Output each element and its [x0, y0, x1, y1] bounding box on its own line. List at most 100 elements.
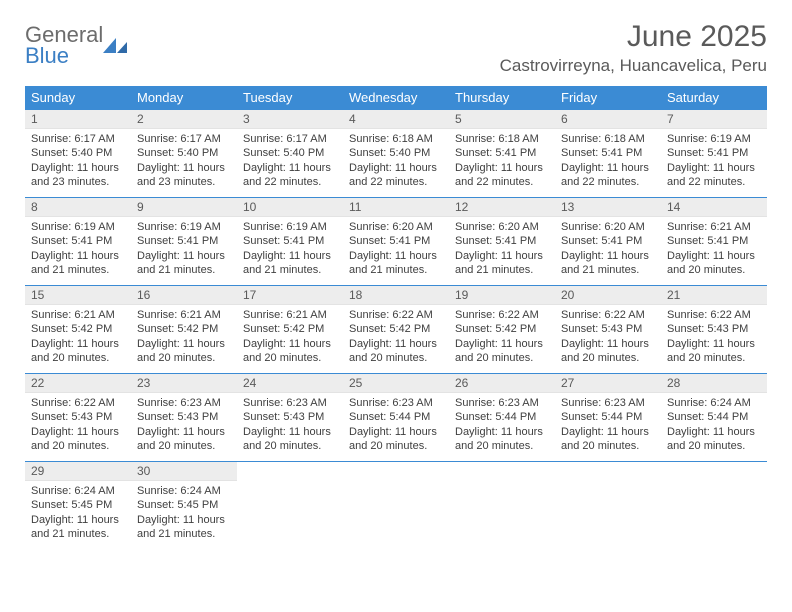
sunset-text: Sunset: 5:40 PM	[137, 146, 231, 160]
daylight-text: Daylight: 11 hours and 21 minutes.	[561, 249, 655, 278]
day-detail: Sunrise: 6:22 AMSunset: 5:42 PMDaylight:…	[449, 305, 555, 373]
daylight-text: Daylight: 11 hours and 23 minutes.	[31, 161, 125, 190]
sunset-text: Sunset: 5:41 PM	[137, 234, 231, 248]
sunset-text: Sunset: 5:41 PM	[243, 234, 337, 248]
day-number: 20	[555, 286, 661, 305]
sunset-text: Sunset: 5:41 PM	[667, 234, 761, 248]
day-detail: Sunrise: 6:23 AMSunset: 5:43 PMDaylight:…	[131, 393, 237, 461]
day-number: 9	[131, 198, 237, 217]
calendar-day	[449, 462, 555, 550]
day-number: 7	[661, 110, 767, 129]
sunset-text: Sunset: 5:43 PM	[561, 322, 655, 336]
day-detail: Sunrise: 6:21 AMSunset: 5:41 PMDaylight:…	[661, 217, 767, 285]
brand-word-2: Blue	[25, 45, 103, 67]
day-detail: Sunrise: 6:17 AMSunset: 5:40 PMDaylight:…	[25, 129, 131, 197]
sunset-text: Sunset: 5:42 PM	[455, 322, 549, 336]
calendar-day: 14Sunrise: 6:21 AMSunset: 5:41 PMDayligh…	[661, 198, 767, 286]
calendar-day: 25Sunrise: 6:23 AMSunset: 5:44 PMDayligh…	[343, 374, 449, 462]
calendar-day: 27Sunrise: 6:23 AMSunset: 5:44 PMDayligh…	[555, 374, 661, 462]
day-number: 18	[343, 286, 449, 305]
calendar-week: 1Sunrise: 6:17 AMSunset: 5:40 PMDaylight…	[25, 110, 767, 198]
day-number: 5	[449, 110, 555, 129]
daylight-text: Daylight: 11 hours and 20 minutes.	[349, 337, 443, 366]
calendar-day: 8Sunrise: 6:19 AMSunset: 5:41 PMDaylight…	[25, 198, 131, 286]
sunset-text: Sunset: 5:42 PM	[349, 322, 443, 336]
sunrise-text: Sunrise: 6:17 AM	[243, 132, 337, 146]
day-detail: Sunrise: 6:21 AMSunset: 5:42 PMDaylight:…	[25, 305, 131, 373]
sunset-text: Sunset: 5:41 PM	[561, 234, 655, 248]
weekday-header: Friday	[555, 86, 661, 110]
sunrise-text: Sunrise: 6:21 AM	[137, 308, 231, 322]
daylight-text: Daylight: 11 hours and 21 minutes.	[243, 249, 337, 278]
day-detail: Sunrise: 6:19 AMSunset: 5:41 PMDaylight:…	[131, 217, 237, 285]
day-number: 17	[237, 286, 343, 305]
day-detail: Sunrise: 6:23 AMSunset: 5:44 PMDaylight:…	[555, 393, 661, 461]
daylight-text: Daylight: 11 hours and 20 minutes.	[349, 425, 443, 454]
day-detail: Sunrise: 6:22 AMSunset: 5:42 PMDaylight:…	[343, 305, 449, 373]
calendar-day: 12Sunrise: 6:20 AMSunset: 5:41 PMDayligh…	[449, 198, 555, 286]
month-title: June 2025	[500, 20, 767, 54]
daylight-text: Daylight: 11 hours and 22 minutes.	[667, 161, 761, 190]
daylight-text: Daylight: 11 hours and 21 minutes.	[349, 249, 443, 278]
day-detail: Sunrise: 6:20 AMSunset: 5:41 PMDaylight:…	[449, 217, 555, 285]
calendar-day: 1Sunrise: 6:17 AMSunset: 5:40 PMDaylight…	[25, 110, 131, 198]
day-number: 23	[131, 374, 237, 393]
day-number: 14	[661, 198, 767, 217]
daylight-text: Daylight: 11 hours and 20 minutes.	[243, 337, 337, 366]
day-detail: Sunrise: 6:19 AMSunset: 5:41 PMDaylight:…	[237, 217, 343, 285]
sunrise-text: Sunrise: 6:19 AM	[667, 132, 761, 146]
day-number: 24	[237, 374, 343, 393]
calendar-day: 9Sunrise: 6:19 AMSunset: 5:41 PMDaylight…	[131, 198, 237, 286]
day-detail: Sunrise: 6:23 AMSunset: 5:43 PMDaylight:…	[237, 393, 343, 461]
daylight-text: Daylight: 11 hours and 21 minutes.	[31, 249, 125, 278]
sunrise-text: Sunrise: 6:18 AM	[561, 132, 655, 146]
day-number: 25	[343, 374, 449, 393]
sunrise-text: Sunrise: 6:22 AM	[455, 308, 549, 322]
calendar-day: 10Sunrise: 6:19 AMSunset: 5:41 PMDayligh…	[237, 198, 343, 286]
calendar-day: 19Sunrise: 6:22 AMSunset: 5:42 PMDayligh…	[449, 286, 555, 374]
daylight-text: Daylight: 11 hours and 22 minutes.	[349, 161, 443, 190]
sunset-text: Sunset: 5:40 PM	[243, 146, 337, 160]
sunrise-text: Sunrise: 6:24 AM	[31, 484, 125, 498]
sunrise-text: Sunrise: 6:23 AM	[561, 396, 655, 410]
daylight-text: Daylight: 11 hours and 23 minutes.	[137, 161, 231, 190]
sunrise-text: Sunrise: 6:17 AM	[31, 132, 125, 146]
day-number: 19	[449, 286, 555, 305]
location-subtitle: Castrovirreyna, Huancavelica, Peru	[500, 56, 767, 76]
sunset-text: Sunset: 5:41 PM	[349, 234, 443, 248]
day-detail: Sunrise: 6:17 AMSunset: 5:40 PMDaylight:…	[131, 129, 237, 197]
sunset-text: Sunset: 5:42 PM	[137, 322, 231, 336]
weekday-header-row: Sunday Monday Tuesday Wednesday Thursday…	[25, 86, 767, 110]
calendar-day: 28Sunrise: 6:24 AMSunset: 5:44 PMDayligh…	[661, 374, 767, 462]
sunrise-text: Sunrise: 6:22 AM	[31, 396, 125, 410]
sunrise-text: Sunrise: 6:17 AM	[137, 132, 231, 146]
calendar-day: 7Sunrise: 6:19 AMSunset: 5:41 PMDaylight…	[661, 110, 767, 198]
day-detail: Sunrise: 6:18 AMSunset: 5:40 PMDaylight:…	[343, 129, 449, 197]
sunset-text: Sunset: 5:40 PM	[31, 146, 125, 160]
sunset-text: Sunset: 5:43 PM	[31, 410, 125, 424]
sunrise-text: Sunrise: 6:24 AM	[137, 484, 231, 498]
calendar-week: 8Sunrise: 6:19 AMSunset: 5:41 PMDaylight…	[25, 198, 767, 286]
page-header: General Blue June 2025 Castrovirreyna, H…	[25, 20, 767, 82]
weekday-header: Tuesday	[237, 86, 343, 110]
sunrise-text: Sunrise: 6:23 AM	[243, 396, 337, 410]
sunset-text: Sunset: 5:43 PM	[667, 322, 761, 336]
sunset-text: Sunset: 5:41 PM	[455, 234, 549, 248]
sunrise-text: Sunrise: 6:19 AM	[137, 220, 231, 234]
day-number: 11	[343, 198, 449, 217]
day-number: 12	[449, 198, 555, 217]
sunset-text: Sunset: 5:40 PM	[349, 146, 443, 160]
sunset-text: Sunset: 5:41 PM	[561, 146, 655, 160]
daylight-text: Daylight: 11 hours and 22 minutes.	[561, 161, 655, 190]
sunrise-text: Sunrise: 6:19 AM	[31, 220, 125, 234]
daylight-text: Daylight: 11 hours and 20 minutes.	[561, 337, 655, 366]
title-block: June 2025 Castrovirreyna, Huancavelica, …	[500, 20, 767, 82]
day-detail: Sunrise: 6:22 AMSunset: 5:43 PMDaylight:…	[555, 305, 661, 373]
calendar-day: 17Sunrise: 6:21 AMSunset: 5:42 PMDayligh…	[237, 286, 343, 374]
daylight-text: Daylight: 11 hours and 20 minutes.	[137, 425, 231, 454]
sunrise-text: Sunrise: 6:23 AM	[455, 396, 549, 410]
weekday-header: Sunday	[25, 86, 131, 110]
sunrise-text: Sunrise: 6:23 AM	[349, 396, 443, 410]
daylight-text: Daylight: 11 hours and 20 minutes.	[31, 337, 125, 366]
calendar-week: 15Sunrise: 6:21 AMSunset: 5:42 PMDayligh…	[25, 286, 767, 374]
